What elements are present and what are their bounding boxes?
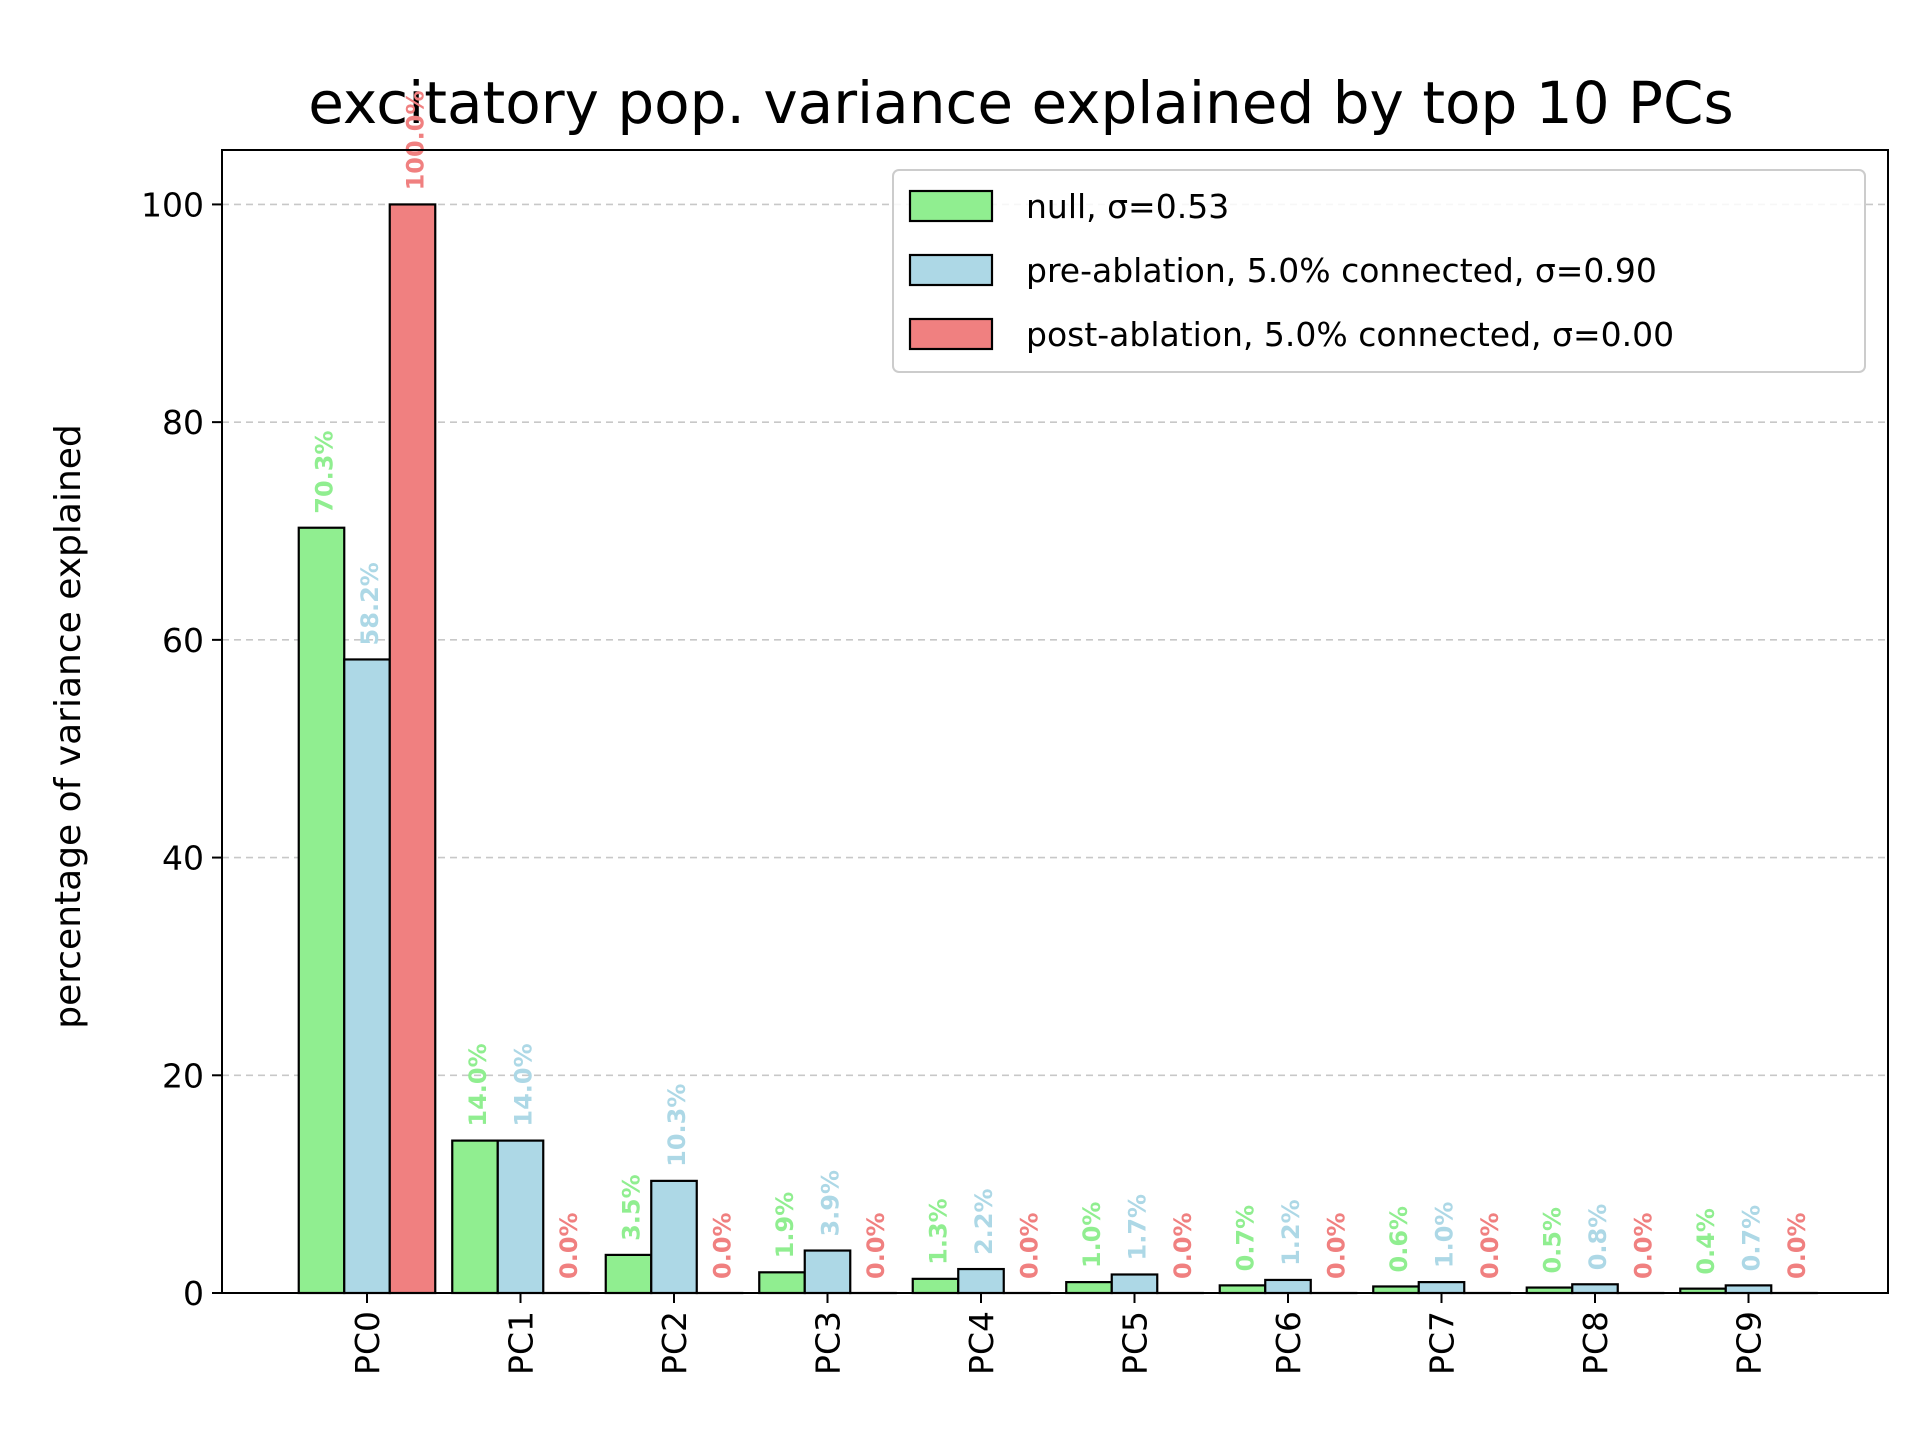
chart-title: excitatory pop. variance explained by to… <box>308 69 1733 137</box>
x-tick-label: PC2 <box>655 1311 694 1375</box>
x-tick-label: PC1 <box>502 1311 541 1375</box>
bar-value-label: 0.0% <box>1783 1212 1811 1279</box>
bar-value-label: 0.4% <box>1692 1208 1720 1275</box>
x-tick-label: PC8 <box>1576 1311 1615 1375</box>
bar-value-label: 0.0% <box>1630 1212 1658 1279</box>
legend-swatch <box>908 189 994 223</box>
bar <box>496 1139 545 1295</box>
x-tick-label: PC0 <box>348 1311 387 1375</box>
bar-value-label: 14.0% <box>464 1043 492 1126</box>
bar-value-label: 1.7% <box>1124 1194 1152 1261</box>
bar-value-label: 14.0% <box>510 1043 538 1126</box>
x-tick-label: PC3 <box>809 1311 848 1375</box>
legend-swatch <box>908 317 994 351</box>
bar-value-label: 0.0% <box>555 1212 583 1279</box>
x-tick-label: PC6 <box>1269 1311 1308 1375</box>
legend: null, σ=0.53 pre-ablation, 5.0% connected… <box>892 169 1866 373</box>
bar <box>758 1271 806 1295</box>
x-tick-label: PC4 <box>962 1311 1001 1375</box>
bar-value-label: 0.0% <box>709 1212 737 1279</box>
bar-value-label: 0.8% <box>1584 1204 1612 1271</box>
legend-entry-label: post-ablation, 5.0% connected, σ=0.00 <box>1026 315 1674 354</box>
bar-value-label: 0.0% <box>1476 1212 1504 1279</box>
y-axis-label: percentage of variance explained <box>48 424 89 1029</box>
bar <box>1218 1284 1267 1295</box>
bar-value-label: 1.0% <box>1431 1202 1459 1269</box>
y-tick-label: 40 <box>162 839 204 878</box>
bar <box>803 1249 852 1295</box>
bar-value-label: 100.0% <box>402 90 430 190</box>
bar-value-label: 10.3% <box>663 1084 691 1167</box>
bar-value-label: 0.0% <box>1169 1212 1197 1279</box>
bar <box>1110 1273 1159 1295</box>
x-tick-label: PC9 <box>1730 1311 1769 1375</box>
bar <box>1571 1283 1619 1295</box>
bar <box>650 1179 698 1295</box>
plot-frame <box>221 149 1889 1294</box>
bar-value-label: 1.9% <box>771 1192 799 1259</box>
bar <box>604 1253 653 1295</box>
y-tick-label: 20 <box>162 1056 204 1095</box>
bar-value-label: 1.0% <box>1078 1202 1106 1269</box>
bar-value-label: 0.7% <box>1738 1205 1766 1272</box>
y-tick-label: 80 <box>162 403 204 442</box>
y-tick-label: 100 <box>141 185 204 224</box>
legend-swatch <box>908 253 994 287</box>
bar-value-label: 70.3% <box>311 430 339 513</box>
y-tick-label: 0 <box>183 1274 204 1313</box>
y-axis: 0 20 40 60 80 100 <box>141 185 222 1313</box>
bar <box>1065 1281 1113 1295</box>
x-axis: PC0 PC1 PC2 PC3 PC4 PC5 PC6 PC7 PC8 PC9 <box>348 1293 1769 1375</box>
bar-value-label: 1.3% <box>925 1198 953 1265</box>
bar-value-label: 58.2% <box>356 562 384 645</box>
bar-value-label: 0.0% <box>862 1212 890 1279</box>
bar-value-label: 3.5% <box>618 1174 646 1241</box>
bar <box>451 1139 499 1295</box>
bar <box>388 203 437 1295</box>
bar <box>343 658 391 1295</box>
legend-entry-label: pre-ablation, 5.0% connected, σ=0.90 <box>1026 251 1657 290</box>
x-tick-label: PC5 <box>1116 1311 1155 1375</box>
bar <box>957 1267 1005 1295</box>
legend-box <box>892 169 1866 373</box>
bar-value-label: 3.9% <box>817 1170 845 1237</box>
x-tick-label: PC7 <box>1423 1311 1462 1375</box>
bar <box>297 526 346 1295</box>
bar <box>1724 1284 1773 1295</box>
bar-value-label: 0.0% <box>1016 1212 1044 1279</box>
bar-value-label: 0.7% <box>1232 1205 1260 1272</box>
bar-value-label: 0.5% <box>1539 1207 1567 1274</box>
bar <box>1417 1281 1466 1295</box>
bar <box>1264 1278 1312 1295</box>
bar-value-label: 2.2% <box>970 1188 998 1255</box>
bar-value-label: 1.2% <box>1277 1199 1305 1266</box>
bar-value-label: 0.6% <box>1385 1206 1413 1273</box>
y-tick-label: 60 <box>162 621 204 660</box>
bar <box>911 1277 960 1295</box>
bars <box>297 203 1818 1295</box>
bar-value-labels: 70.3% 58.2% 100.0% 14.0% 14.0% 0.0% 3.5% 10.3% 0… <box>311 90 1812 1279</box>
legend-entry-label: null, σ=0.53 <box>1026 187 1229 226</box>
bar-value-label: 0.0% <box>1323 1212 1351 1279</box>
